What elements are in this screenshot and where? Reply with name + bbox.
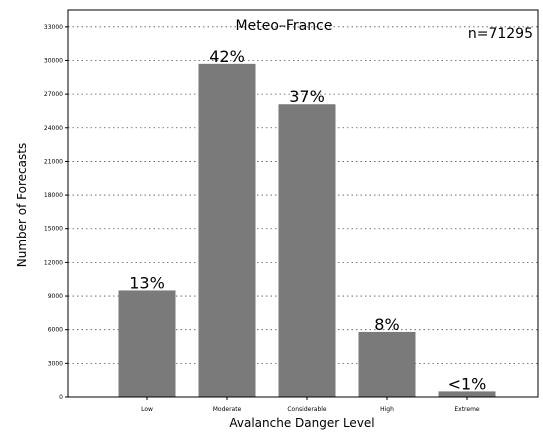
x-axis-ticks: Low Moderate Considerable High Extreme — [141, 397, 480, 413]
y-axis-label: Number of Forecasts — [15, 143, 29, 267]
y-tick-label: 24000 — [44, 125, 63, 132]
sample-size-annotation: n=71295 — [468, 26, 533, 42]
y-tick-label: 30000 — [44, 57, 63, 64]
bars — [118, 63, 496, 398]
y-tick-label: 15000 — [44, 226, 63, 233]
y-tick-label: 0 — [59, 394, 63, 401]
bar-considerable — [278, 104, 336, 398]
plot-frame — [67, 9, 539, 398]
bar-extreme — [438, 391, 496, 397]
y-tick-label: 3000 — [48, 360, 63, 367]
y-tick-label: 27000 — [44, 91, 63, 98]
x-tick-label: Moderate — [213, 406, 242, 413]
y-tick-label: 33000 — [44, 24, 63, 31]
bar-high — [358, 331, 416, 397]
x-tick-label: High — [380, 406, 394, 413]
data-labels: 13% 42% 37% 8% <1% — [129, 47, 486, 394]
y-tick-label: 18000 — [44, 192, 63, 199]
y-tick-label: 12000 — [44, 259, 63, 266]
chart-title: Meteo–France — [236, 18, 333, 34]
data-label: <1% — [448, 374, 487, 393]
data-label: 8% — [374, 315, 399, 334]
x-tick-label: Extreme — [454, 406, 480, 413]
x-tick-label: Low — [141, 406, 153, 413]
data-label: 42% — [209, 47, 245, 66]
y-tick-label: 9000 — [48, 293, 63, 300]
x-tick-label: Considerable — [287, 406, 327, 413]
data-label: 37% — [289, 87, 325, 106]
bar-low — [118, 290, 176, 397]
x-axis-label: Avalanche Danger Level — [229, 416, 374, 430]
bar-moderate — [198, 63, 256, 398]
y-tick-label: 21000 — [44, 158, 63, 165]
y-tick-label: 6000 — [48, 327, 63, 334]
y-axis-ticks: 0 3000 6000 9000 12000 15000 18000 21000 24000 27… — [44, 24, 68, 401]
data-label: 13% — [129, 273, 165, 292]
